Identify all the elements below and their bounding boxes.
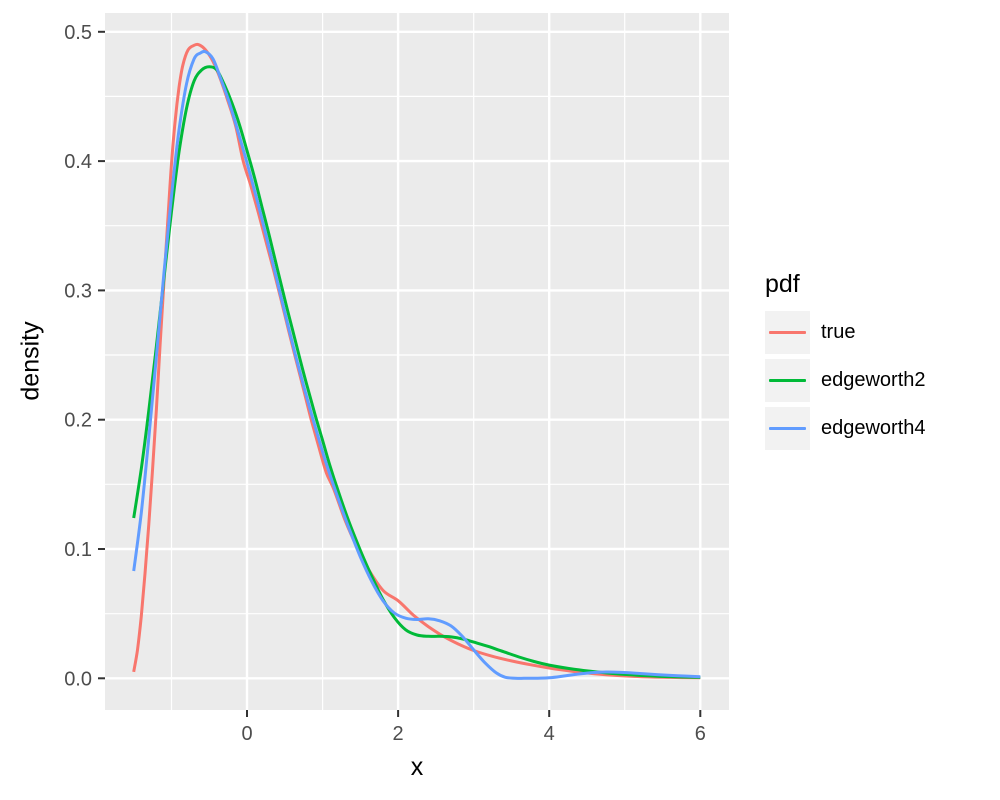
- legend-item-edgeworth2: edgeworth2: [765, 359, 926, 402]
- y-axis-title: density: [16, 321, 45, 401]
- legend-key-true: [765, 311, 810, 354]
- legend-key-edgeworth2: [765, 359, 810, 402]
- series-line-edgeworth2: [132, 65, 701, 679]
- series-group: [132, 42, 701, 680]
- legend-item-true: true: [765, 311, 926, 354]
- legend-label-edgeworth2: edgeworth2: [821, 369, 926, 391]
- legend-label-true: true: [821, 321, 856, 343]
- y-tick-label: 0.3: [64, 280, 92, 302]
- y-tick-label: 0.0: [64, 668, 92, 690]
- legend-key-edgeworth4: [765, 407, 810, 450]
- panel-background: [105, 13, 729, 710]
- legend-item-edgeworth4: edgeworth4: [765, 407, 926, 450]
- x-tick-label: 6: [695, 723, 706, 745]
- y-tick-label: 0.5: [64, 22, 92, 44]
- legend-title: pdf: [765, 270, 800, 298]
- x-tick-label: 2: [393, 723, 404, 745]
- legend: pdf true edgeworth2 edgeworth4: [765, 270, 926, 455]
- legend-label-edgeworth4: edgeworth4: [821, 417, 926, 439]
- y-tick-label: 0.2: [64, 410, 92, 432]
- x-tick-label: 4: [544, 723, 555, 745]
- x-tick-label: 0: [241, 723, 252, 745]
- legend-line-icon: [769, 379, 806, 382]
- series-line-edgeworth4: [132, 49, 701, 680]
- legend-line-icon: [769, 427, 806, 430]
- legend-line-icon: [769, 331, 806, 334]
- y-tick-label: 0.1: [64, 539, 92, 561]
- x-axis-title: x: [410, 753, 424, 781]
- y-tick-label: 0.4: [64, 151, 92, 173]
